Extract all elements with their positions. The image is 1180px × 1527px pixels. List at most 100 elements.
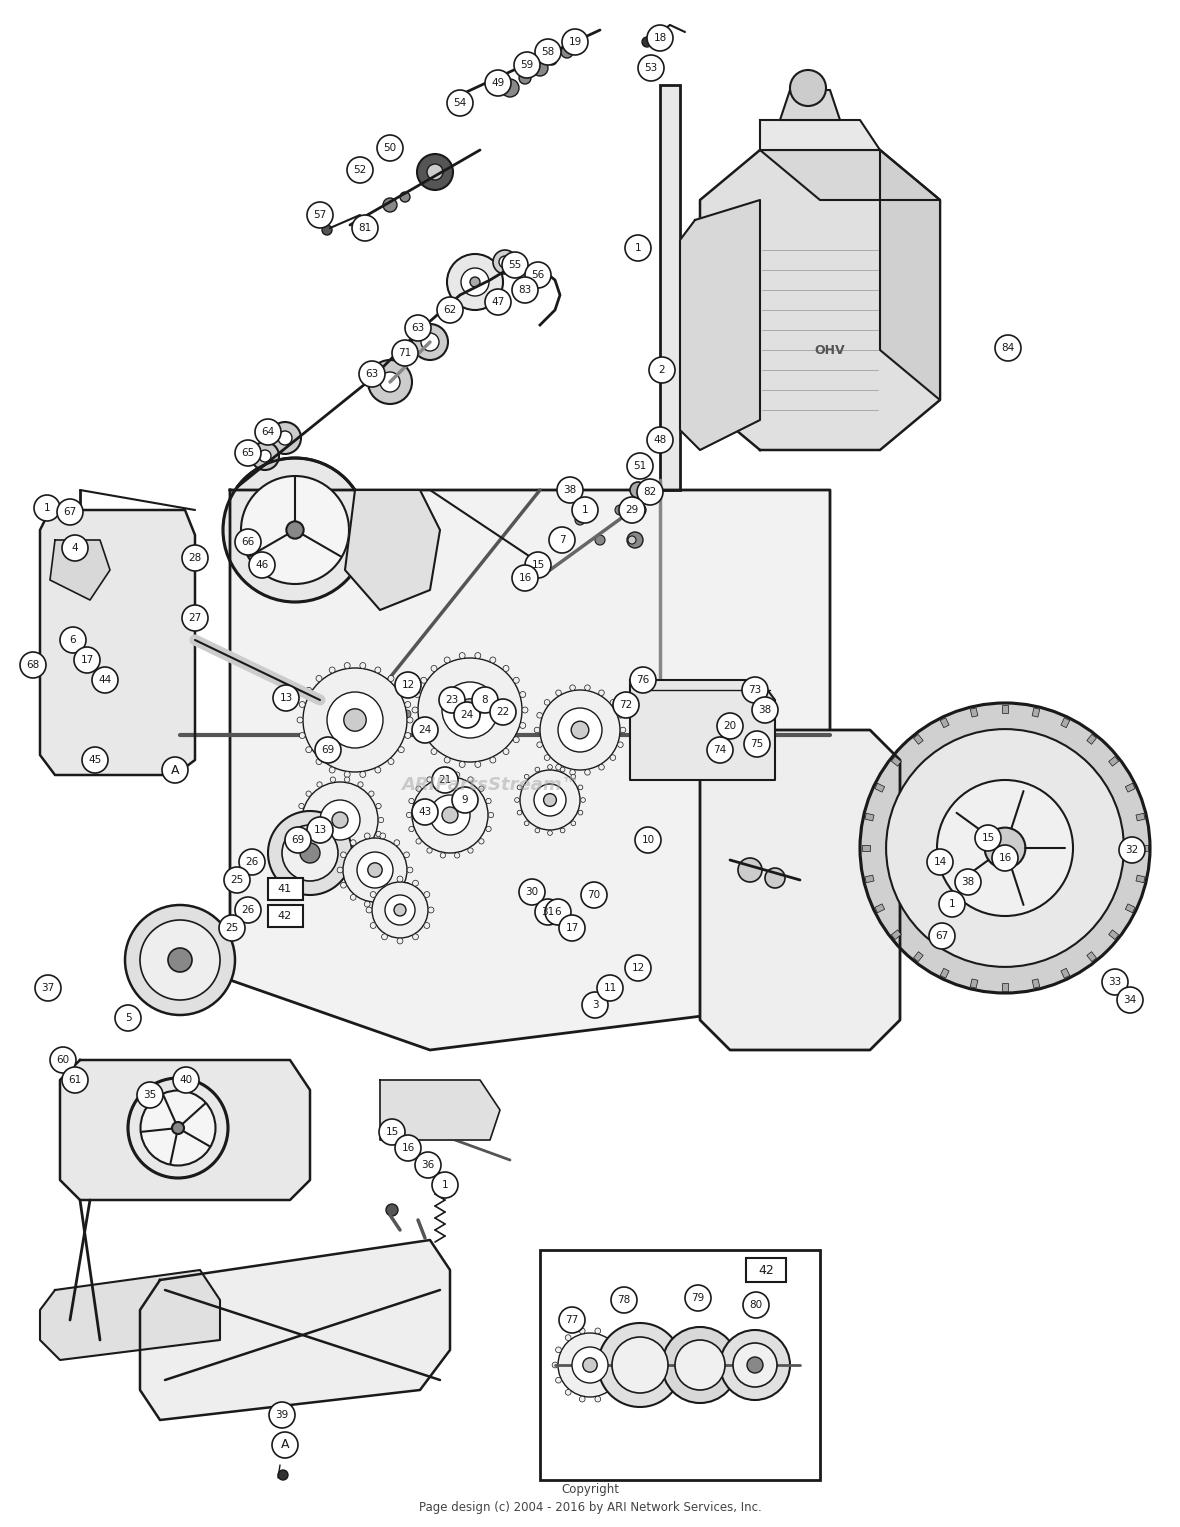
Circle shape	[524, 822, 529, 826]
Circle shape	[413, 935, 419, 939]
Circle shape	[406, 812, 412, 817]
Circle shape	[520, 770, 581, 831]
Circle shape	[368, 360, 412, 405]
Circle shape	[581, 883, 607, 909]
Circle shape	[485, 70, 511, 96]
Text: 15: 15	[386, 1127, 399, 1138]
Circle shape	[578, 811, 583, 815]
Text: 74: 74	[714, 745, 727, 754]
Circle shape	[345, 858, 349, 863]
Text: ARIPartsStream™: ARIPartsStream™	[401, 776, 579, 794]
Text: 18: 18	[654, 34, 667, 43]
Circle shape	[405, 701, 411, 707]
Circle shape	[486, 799, 491, 803]
Circle shape	[421, 710, 430, 718]
Circle shape	[315, 738, 341, 764]
Circle shape	[92, 667, 118, 693]
Text: 33: 33	[1108, 977, 1122, 986]
Text: 7: 7	[558, 534, 565, 545]
Circle shape	[558, 709, 602, 751]
Circle shape	[517, 785, 522, 789]
Circle shape	[860, 702, 1150, 993]
Circle shape	[431, 666, 437, 672]
Circle shape	[545, 899, 571, 925]
Circle shape	[302, 782, 378, 858]
Polygon shape	[140, 1240, 450, 1420]
Polygon shape	[630, 680, 775, 780]
Circle shape	[306, 747, 312, 753]
Circle shape	[306, 687, 312, 693]
Text: Page design (c) 2004 - 2016 by ARI Network Services, Inc.: Page design (c) 2004 - 2016 by ARI Netwo…	[419, 1501, 761, 1513]
Circle shape	[454, 852, 460, 858]
Bar	[891, 756, 902, 767]
Circle shape	[717, 713, 743, 739]
Circle shape	[474, 652, 480, 658]
Text: 6: 6	[70, 635, 77, 644]
Circle shape	[595, 534, 605, 545]
Text: 31: 31	[542, 907, 555, 918]
Circle shape	[490, 757, 496, 764]
Text: 68: 68	[26, 660, 40, 670]
Circle shape	[386, 1203, 398, 1215]
Circle shape	[560, 828, 565, 832]
Circle shape	[544, 699, 550, 705]
Circle shape	[520, 692, 526, 698]
Text: 17: 17	[565, 922, 578, 933]
Circle shape	[368, 863, 382, 876]
Circle shape	[329, 767, 335, 773]
Circle shape	[489, 812, 493, 817]
Circle shape	[733, 1344, 776, 1387]
Circle shape	[461, 269, 489, 296]
Circle shape	[548, 831, 552, 835]
Circle shape	[544, 754, 550, 760]
Bar	[1032, 979, 1040, 988]
Circle shape	[224, 867, 250, 893]
Text: 37: 37	[41, 983, 54, 993]
Text: 43: 43	[419, 806, 432, 817]
Circle shape	[617, 742, 623, 748]
Text: 84: 84	[1002, 344, 1015, 353]
Circle shape	[358, 782, 363, 786]
Circle shape	[415, 838, 421, 844]
Circle shape	[330, 777, 335, 782]
Circle shape	[556, 1377, 562, 1383]
Text: 42: 42	[758, 1263, 774, 1277]
Circle shape	[635, 828, 661, 854]
Circle shape	[621, 727, 625, 733]
Bar	[1126, 904, 1135, 913]
Circle shape	[34, 495, 60, 521]
Circle shape	[454, 773, 460, 777]
Circle shape	[407, 867, 413, 873]
Circle shape	[380, 373, 400, 392]
Text: 83: 83	[518, 286, 532, 295]
Circle shape	[415, 786, 421, 791]
Text: 76: 76	[636, 675, 650, 686]
Text: 42: 42	[277, 912, 293, 921]
Circle shape	[686, 1286, 712, 1312]
Circle shape	[571, 774, 576, 779]
Circle shape	[137, 1083, 163, 1109]
Circle shape	[249, 551, 275, 579]
Text: A: A	[171, 764, 179, 777]
Circle shape	[379, 1119, 405, 1145]
Circle shape	[459, 699, 481, 721]
Circle shape	[306, 791, 312, 796]
Circle shape	[583, 1358, 597, 1373]
Text: 1: 1	[441, 1180, 448, 1190]
Circle shape	[472, 687, 498, 713]
Text: 16: 16	[401, 1144, 414, 1153]
Circle shape	[627, 454, 653, 479]
Circle shape	[444, 757, 450, 764]
Circle shape	[519, 880, 545, 906]
Text: 78: 78	[617, 1295, 630, 1306]
Circle shape	[269, 421, 301, 454]
Circle shape	[522, 707, 527, 713]
Circle shape	[327, 692, 384, 748]
Circle shape	[738, 858, 762, 883]
Circle shape	[662, 1327, 738, 1403]
Circle shape	[360, 663, 366, 669]
Circle shape	[369, 791, 374, 796]
Circle shape	[479, 786, 484, 791]
Text: 66: 66	[242, 538, 255, 547]
Circle shape	[524, 774, 529, 779]
